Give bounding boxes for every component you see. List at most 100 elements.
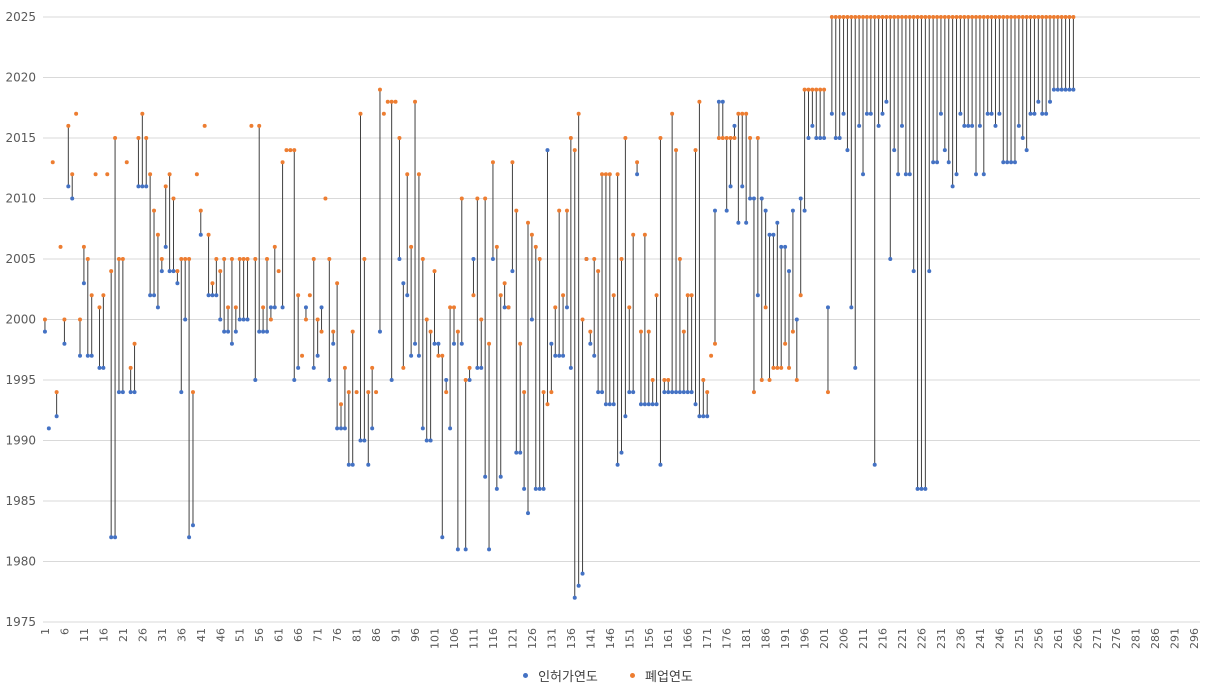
point-closure-year <box>794 378 799 382</box>
point-closure-year <box>249 123 254 128</box>
point-closure-year <box>490 160 495 165</box>
point-permit-year <box>611 402 616 407</box>
chart-svg: 1975 1980 1985 1990 1995 2000 2005 2010 2015 2020… <box>5 10 1201 649</box>
legend: 인허가연도 폐업연도 <box>0 666 1216 685</box>
point-permit-year <box>740 184 745 189</box>
point-closure-year <box>1016 15 1021 19</box>
point-permit-year <box>600 390 605 395</box>
x-tick-label: 56 <box>253 628 266 642</box>
point-permit-year <box>857 123 862 128</box>
point-closure-year <box>405 172 410 177</box>
point-permit-year <box>264 329 269 334</box>
point-permit-year <box>783 244 788 249</box>
point-closure-year <box>1055 15 1060 19</box>
point-permit-year <box>463 547 468 552</box>
point-closure-year <box>642 232 647 237</box>
point-permit-year <box>946 160 951 165</box>
x-tick-label: 206 <box>838 628 851 649</box>
point-permit-year <box>1012 160 1017 165</box>
x-tick-label: 156 <box>643 628 656 649</box>
point-permit-year <box>1036 99 1041 104</box>
x-tick-label: 81 <box>351 628 364 642</box>
point-permit-year <box>771 232 776 237</box>
point-permit-year <box>533 486 538 491</box>
point-closure-year <box>241 257 246 261</box>
point-permit-year <box>436 341 441 346</box>
point-closure-year <box>880 15 885 19</box>
point-permit-year <box>568 365 573 370</box>
point-closure-year <box>436 353 441 358</box>
point-permit-year <box>198 232 203 237</box>
point-permit-year <box>459 341 464 346</box>
point-closure-year <box>179 257 184 261</box>
point-closure-year <box>787 365 792 370</box>
point-permit-year <box>1028 111 1033 116</box>
point-closure-year <box>300 353 305 358</box>
point-closure-year <box>296 293 301 298</box>
series-closure-year <box>42 15 1076 407</box>
point-closure-year <box>416 172 421 177</box>
point-closure-year <box>907 15 912 19</box>
point-closure-year <box>132 341 137 346</box>
point-closure-year <box>257 123 262 128</box>
point-closure-year <box>303 317 308 322</box>
point-permit-year <box>518 450 523 455</box>
series-permit-year <box>42 87 1076 600</box>
point-permit-year <box>190 523 195 528</box>
point-permit-year <box>471 257 476 261</box>
x-tick-label: 111 <box>467 628 480 649</box>
point-permit-year <box>1063 87 1068 92</box>
point-closure-year <box>1059 15 1064 19</box>
y-tick-label: 2015 <box>5 131 36 145</box>
point-closure-year <box>401 365 406 370</box>
x-tick-label: 236 <box>954 628 967 649</box>
y-tick-label: 1980 <box>5 555 36 569</box>
point-permit-year <box>296 365 301 370</box>
point-closure-year <box>716 136 721 140</box>
point-permit-year <box>853 365 858 370</box>
point-closure-year <box>261 305 266 310</box>
point-closure-year <box>1005 15 1010 19</box>
point-permit-year <box>561 353 566 358</box>
point-closure-year <box>253 257 258 261</box>
x-tick-label: 226 <box>915 628 928 649</box>
point-closure-year <box>868 15 873 19</box>
point-closure-year <box>144 136 149 140</box>
x-tick-label: 6 <box>58 628 71 635</box>
point-closure-year <box>572 148 577 153</box>
point-closure-year <box>864 15 869 19</box>
point-permit-year <box>1016 123 1021 128</box>
point-closure-year <box>222 257 227 261</box>
x-tick-label: 76 <box>331 628 344 642</box>
point-closure-year <box>627 305 632 310</box>
point-permit-year <box>483 474 488 479</box>
point-permit-year <box>642 402 647 407</box>
point-permit-year <box>619 450 624 455</box>
x-tick-label: 26 <box>136 628 149 642</box>
point-permit-year <box>413 341 418 346</box>
point-permit-year <box>592 353 597 358</box>
point-permit-year <box>1020 136 1025 140</box>
point-closure-year <box>58 244 63 249</box>
x-tick-label: 276 <box>1110 628 1123 649</box>
point-permit-year <box>424 438 429 443</box>
point-closure-year <box>198 208 203 213</box>
point-closure-year <box>541 390 546 395</box>
point-closure-year <box>958 15 963 19</box>
point-closure-year <box>564 208 569 213</box>
point-closure-year <box>202 123 207 128</box>
point-permit-year <box>884 99 889 104</box>
point-permit-year <box>311 365 316 370</box>
point-closure-year <box>183 257 188 261</box>
point-permit-year <box>350 462 355 467</box>
y-tick-label: 2000 <box>5 313 36 327</box>
point-closure-year <box>413 99 418 104</box>
point-closure-year <box>596 269 601 274</box>
x-tick-label: 121 <box>506 628 519 649</box>
point-permit-year <box>428 438 433 443</box>
point-permit-year <box>1009 160 1014 165</box>
point-permit-year <box>814 136 819 140</box>
point-closure-year <box>588 329 593 334</box>
x-tick-label: 231 <box>935 628 948 649</box>
point-closure-year <box>311 257 316 261</box>
